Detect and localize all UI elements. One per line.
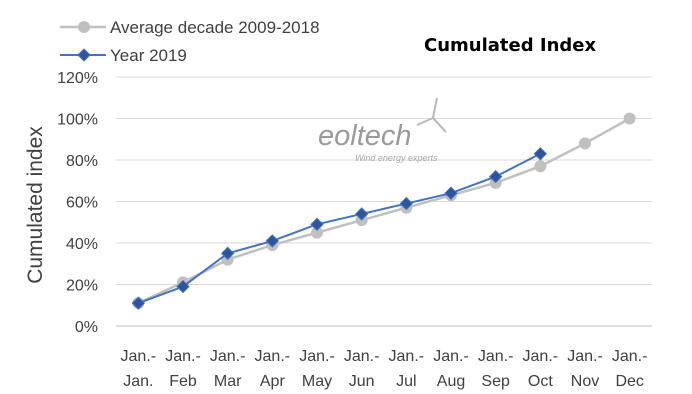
watermark-brand: eoltech	[318, 120, 412, 152]
legend-item: Year 2019	[60, 46, 187, 65]
legend: Average decade 2009-2018 Year 2019	[60, 18, 320, 65]
y-tick-label: 40%	[66, 236, 98, 253]
series-line	[137, 117, 631, 305]
y-axis-title: Cumulated index	[24, 126, 47, 284]
series-line	[137, 152, 541, 305]
x-tick-label-line1: Jan.-	[121, 348, 157, 365]
x-tick-label-line2: Dec	[615, 373, 643, 390]
y-axis-ticks: 0% 20% 40% 60% 80% 100% 120%	[57, 70, 98, 336]
x-tick-label-line1: Jan.-	[478, 348, 514, 365]
data-point	[488, 169, 503, 184]
x-tick-label-line1: Jan.-	[299, 348, 335, 365]
data-point	[534, 160, 547, 173]
x-tick-label-line2: Sep	[481, 373, 510, 390]
watermark-tagline: Wind energy experts	[355, 153, 438, 163]
y-tick-label: 20%	[66, 278, 98, 295]
data-point	[131, 296, 146, 310]
y-tick-label: 0%	[75, 319, 98, 336]
data-point	[399, 196, 414, 211]
x-tick-label-line2: Feb	[169, 373, 197, 390]
legend-marker	[77, 48, 91, 62]
x-tick-label-line2: Jul	[396, 373, 416, 390]
x-tick-label-line1: Jan.-	[344, 348, 380, 365]
legend-label: Year 2019	[110, 46, 187, 65]
data-point	[220, 246, 235, 261]
legend-label: Average decade 2009-2018	[110, 18, 320, 37]
x-tick-label-line1: Jan.-	[165, 348, 201, 365]
x-tick-label-line1: Jan.-	[433, 348, 469, 365]
y-tick-label: 80%	[66, 153, 98, 170]
data-point	[533, 147, 548, 161]
x-tick-label-line2: Nov	[571, 373, 599, 390]
data-point	[310, 217, 324, 232]
x-tick-label-line2: Jan.	[123, 373, 153, 390]
x-tick-label-line2: Apr	[260, 373, 286, 390]
data-point	[354, 207, 369, 221]
x-axis-ticks: Jan.- Jan. Jan.- Feb Jan.- Mar Jan.- Apr Jan.- Ma…	[121, 348, 648, 390]
x-tick-label-line2: May	[302, 373, 332, 390]
series-year-2019	[131, 147, 548, 310]
x-tick-label-line1: Jan.-	[255, 348, 291, 365]
y-tick-label: 100%	[57, 112, 98, 129]
x-tick-label-line1: Jan.-	[567, 348, 603, 365]
data-point	[176, 279, 190, 294]
watermark-logo: eoltech Wind energy experts	[318, 97, 447, 163]
x-tick-label-line1: Jan.-	[523, 348, 559, 365]
series-group	[131, 112, 636, 310]
data-point	[265, 234, 280, 248]
x-tick-label-line1: Jan.-	[210, 348, 246, 365]
data-point	[444, 186, 458, 200]
chart-title: Cumulated Index	[424, 35, 596, 56]
data-point	[311, 226, 323, 239]
x-tick-label-line1: Jan.-	[612, 348, 648, 365]
y-tick-label: 120%	[57, 70, 98, 87]
grid-lines	[116, 76, 652, 327]
data-point	[623, 112, 636, 125]
x-tick-label-line1: Jan.-	[389, 348, 425, 365]
y-tick-label: 60%	[66, 195, 98, 212]
x-tick-label-line2: Jun	[349, 373, 375, 390]
data-point	[579, 137, 591, 150]
x-tick-label-line2: Oct	[528, 373, 553, 390]
x-tick-label-line2: Aug	[437, 373, 465, 390]
wind-turbine-icon	[416, 97, 447, 133]
legend-item: Average decade 2009-2018	[60, 18, 320, 37]
legend-marker	[78, 21, 90, 33]
x-tick-label-line2: Mar	[214, 373, 242, 390]
